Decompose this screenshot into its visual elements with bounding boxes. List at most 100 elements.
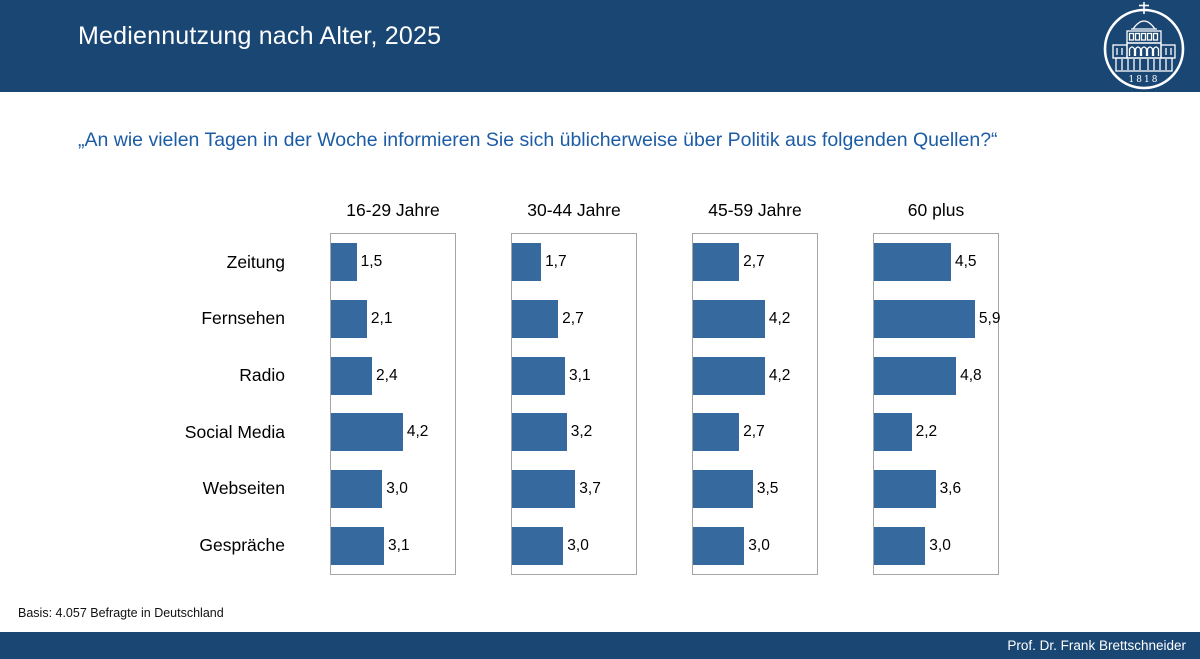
bar [693,469,753,508]
bar-row: 2,7 [693,234,817,291]
bar-value-label: 4,2 [406,423,429,441]
chart-panel: 4,5 5,9 4,8 2,2 3,6 3,0 [873,233,1001,575]
bar [874,526,926,565]
chart-panel: 2,7 4,2 4,2 2,7 3,5 3,0 [692,233,818,575]
bar-row: 3,7 [512,461,636,518]
bar [693,243,740,282]
footer-bar: Prof. Dr. Frank Brettschneider [0,632,1200,659]
category-labels: Zeitung Fernsehen Radio Social Media Webseit… [100,234,285,574]
bar [331,356,373,395]
chart-groups: 16-29 Jahre 1,5 2,1 2,4 4,2 3,0 3,1 30-44 Jahre… [330,200,1001,575]
university-emblem-icon: 1818 [1103,2,1185,90]
bar-value-label: 3,0 [748,536,770,554]
age-group-column: 30-44 Jahre 1,7 2,7 3,1 3,2 3,7 3,0 [511,200,637,575]
category-label: Webseiten [202,478,285,499]
bar-value-label: 5,9 [978,309,1001,327]
age-group-header: 16-29 Jahre [346,200,440,220]
bar-row: 3,0 [512,517,636,574]
bar-row: 1,7 [512,234,636,291]
bar-value-label: 3,0 [567,536,589,554]
bar-row: 2,2 [874,404,998,461]
bar [512,243,542,282]
bar [693,356,765,395]
bar [331,243,357,282]
age-group-column: 16-29 Jahre 1,5 2,1 2,4 4,2 3,0 3,1 [330,200,456,575]
category-label: Fernsehen [201,308,285,329]
bar-value-label: 4,5 [954,253,977,271]
bar-row: 4,2 [693,347,817,404]
bar-value-label: 3,6 [939,479,962,497]
bar-value-label: 3,0 [386,479,408,497]
bar-value-label: 2,2 [915,423,938,441]
bar-row: 4,8 [874,347,998,404]
bar-row: 2,7 [693,404,817,461]
bar-row: 3,0 [331,461,455,518]
bar-value-label: 4,8 [960,366,982,384]
bar-value-label: 1,7 [545,253,567,271]
bar-value-label: 3,1 [388,536,410,554]
bar [512,413,567,452]
age-group-column: 45-59 Jahre 2,7 4,2 4,2 2,7 3,5 3,0 [692,200,818,575]
bar-value-label: 3,0 [929,536,951,554]
bar [874,413,912,452]
bar-row: 3,6 [874,461,998,518]
bar [331,526,385,565]
university-logo: 1818 [1100,1,1188,91]
bar-row: 4,5 [874,234,998,291]
bar-value-label: 3,2 [570,423,593,441]
bar [512,356,566,395]
bar [331,299,367,338]
bar-value-label: 2,7 [743,253,765,271]
bar-value-label: 2,7 [562,309,584,327]
bar-value-label: 3,7 [579,479,601,497]
bar [512,469,576,508]
bar-row: 3,0 [874,517,998,574]
chart-panel: 1,5 2,1 2,4 4,2 3,0 3,1 [330,233,456,575]
bar [512,299,559,338]
bar-value-label: 2,4 [376,366,398,384]
bar-row: 5,9 [874,291,1001,348]
bar-row: 1,5 [331,234,455,291]
bar [874,299,975,338]
bar-row: 3,1 [331,517,455,574]
bar [512,526,564,565]
bar [693,526,745,565]
bar [331,413,403,452]
bar-row: 2,1 [331,291,455,348]
bar-row: 4,2 [693,291,817,348]
bar-row: 3,0 [693,517,817,574]
bar-value-label: 3,5 [756,479,779,497]
bar [874,243,951,282]
bar [331,469,383,508]
bar-row: 3,5 [693,461,817,518]
bar-row: 3,2 [512,404,636,461]
chart-panel: 1,7 2,7 3,1 3,2 3,7 3,0 [511,233,637,575]
header-bar: Mediennutzung nach Alter, 2025 [0,0,1200,92]
author-credit: Prof. Dr. Frank Brettschneider [1007,638,1186,653]
age-group-header: 60 plus [907,200,965,220]
category-label: Gespräche [199,535,285,556]
bar-value-label: 4,2 [768,309,791,327]
survey-question: „An wie vielen Tagen in der Woche inform… [78,129,998,151]
bar-value-label: 1,5 [360,253,383,271]
bar-value-label: 2,7 [743,423,765,441]
bar-row: 3,1 [512,347,636,404]
bar [874,356,957,395]
category-label: Radio [239,365,285,386]
category-label: Zeitung [226,251,285,272]
bar-value-label: 2,1 [370,309,393,327]
emblem-year: 1818 [1129,75,1160,85]
bar-row: 2,4 [331,347,455,404]
age-group-header: 30-44 Jahre [527,200,621,220]
age-group-column: 60 plus 4,5 5,9 4,8 2,2 3,6 3,0 [873,200,1001,575]
bar [693,299,765,338]
bar [693,413,740,452]
bar-row: 4,2 [331,404,455,461]
page-title: Mediennutzung nach Alter, 2025 [78,22,442,50]
age-group-header: 45-59 Jahre [708,200,802,220]
bar-value-label: 4,2 [768,366,791,384]
bar-value-label: 3,1 [569,366,591,384]
bar-row: 2,7 [512,291,636,348]
category-label: Social Media [184,421,285,442]
